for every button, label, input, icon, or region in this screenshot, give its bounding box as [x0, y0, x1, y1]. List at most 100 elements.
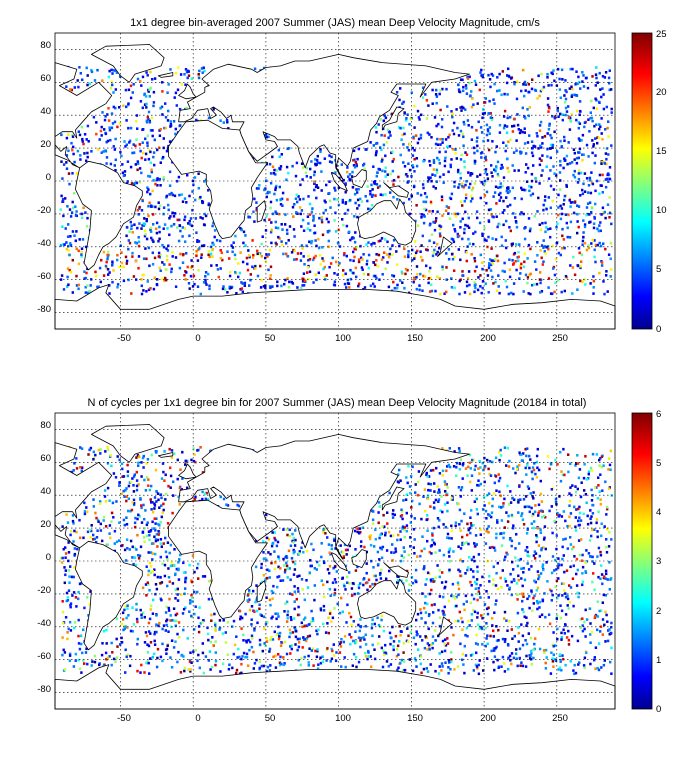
data-bin — [601, 138, 604, 141]
data-bin — [158, 237, 161, 241]
data-bin — [462, 144, 465, 147]
data-bin — [289, 544, 293, 548]
data-bin — [563, 157, 566, 160]
data-bin — [577, 264, 580, 268]
data-bin — [197, 577, 200, 580]
data-bin — [490, 164, 493, 167]
data-bin — [588, 201, 592, 204]
data-bin — [153, 535, 156, 539]
data-bin — [514, 220, 518, 223]
data-bin — [77, 642, 81, 645]
data-bin — [448, 536, 451, 540]
data-bin — [500, 532, 503, 535]
data-bin — [72, 540, 75, 543]
data-bin — [568, 199, 571, 202]
data-bin — [464, 633, 467, 637]
data-bin — [248, 284, 251, 287]
data-bin — [493, 481, 496, 485]
data-bin — [601, 582, 604, 586]
data-bin — [428, 223, 432, 227]
data-bin — [546, 76, 549, 79]
data-bin — [493, 82, 496, 86]
data-bin — [353, 215, 356, 218]
data-bin — [417, 224, 420, 227]
data-bin — [81, 238, 85, 241]
data-bin — [502, 223, 505, 227]
data-bin — [545, 165, 548, 168]
data-bin — [320, 216, 324, 219]
data-bin — [266, 621, 269, 624]
data-bin — [422, 274, 425, 278]
data-bin — [472, 597, 476, 601]
data-bin — [511, 164, 514, 167]
data-bin — [165, 278, 168, 282]
data-bin — [319, 161, 322, 165]
data-bin — [592, 275, 595, 278]
data-bin — [353, 192, 357, 196]
data-bin — [569, 543, 573, 546]
data-bin — [544, 667, 548, 670]
data-bin — [593, 161, 596, 165]
data-bin — [581, 153, 584, 156]
data-bin — [471, 197, 474, 200]
data-bin — [536, 447, 539, 451]
data-bin — [421, 259, 424, 262]
data-bin — [430, 544, 433, 547]
data-bin — [494, 258, 497, 261]
data-bin — [145, 476, 149, 479]
data-bin — [75, 467, 79, 470]
data-bin — [598, 224, 601, 227]
data-bin — [351, 185, 355, 189]
data-bin — [455, 108, 458, 111]
data-bin — [569, 660, 572, 663]
data-bin — [517, 501, 520, 504]
data-bin — [148, 88, 151, 91]
data-bin — [469, 516, 472, 519]
data-bin — [456, 126, 459, 130]
data-bin — [262, 574, 265, 577]
data-bin — [525, 180, 529, 183]
data-bin — [578, 251, 581, 255]
data-bin — [271, 615, 274, 619]
data-bin — [202, 66, 205, 70]
data-bin — [152, 527, 155, 530]
data-bin — [604, 71, 608, 74]
data-bin — [72, 469, 75, 472]
data-bin — [264, 284, 267, 287]
data-bin — [281, 204, 284, 207]
data-bin — [500, 163, 503, 167]
data-bin — [476, 565, 479, 569]
data-bin — [458, 610, 461, 614]
data-bin — [184, 576, 188, 580]
data-bin — [140, 171, 143, 175]
data-bin — [405, 173, 408, 176]
data-bin — [99, 452, 102, 455]
data-bin — [581, 629, 585, 633]
data-bin — [494, 603, 497, 606]
data-bin — [533, 520, 536, 523]
data-bin — [313, 180, 316, 183]
data-bin — [298, 637, 301, 641]
data-bin — [452, 132, 456, 136]
data-bin — [138, 143, 141, 146]
data-bin — [518, 464, 521, 467]
data-bin — [384, 531, 387, 535]
data-bin — [509, 115, 512, 119]
data-bin — [539, 291, 542, 294]
data-bin — [333, 607, 336, 610]
data-bin — [159, 161, 162, 164]
data-bin — [586, 514, 589, 518]
data-bin — [170, 449, 174, 452]
data-bin — [412, 135, 415, 139]
data-bin — [149, 657, 152, 660]
data-bin — [562, 447, 565, 451]
data-bin — [466, 277, 470, 280]
data-bin — [433, 506, 436, 510]
data-bin — [161, 81, 164, 84]
data-bin — [115, 71, 119, 74]
data-bin — [335, 260, 338, 264]
data-bin — [286, 567, 289, 570]
data-bin — [172, 646, 176, 649]
data-bin — [140, 521, 144, 524]
data-bin — [496, 658, 499, 662]
